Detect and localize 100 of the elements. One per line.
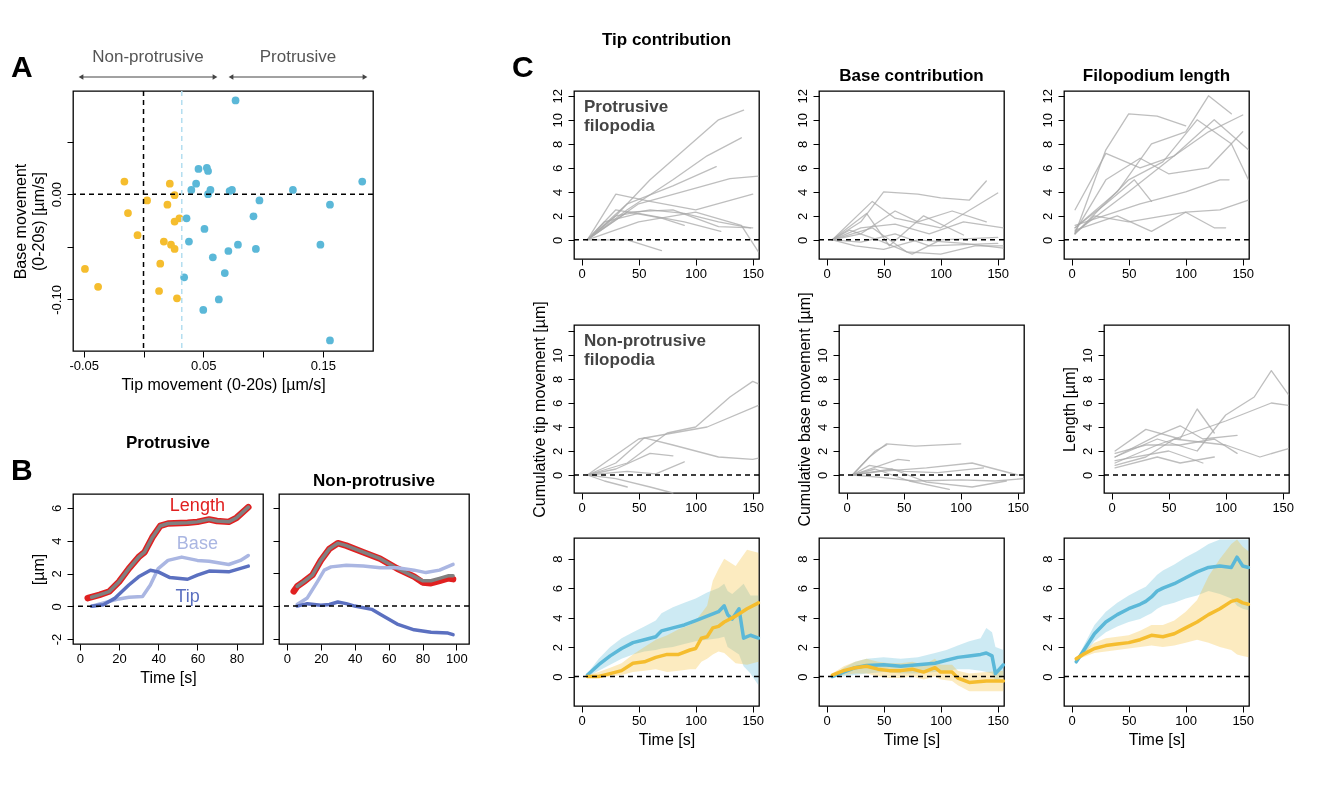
- x-tick-label: 150: [987, 265, 1010, 281]
- x-tick-label: 60: [381, 650, 397, 666]
- x-tick-label: 40: [348, 650, 363, 666]
- y-tick-label: 6: [1079, 399, 1095, 408]
- series-label: Base: [176, 533, 218, 554]
- y-tick-label: 0: [794, 673, 810, 681]
- y-tick-label: 6: [814, 399, 830, 408]
- y-axis-title: Cumulative tip movement [µm]: [530, 301, 548, 518]
- y-tick-label: 8: [549, 140, 565, 148]
- y-axis-title: Base movement (0-20s) [µm/s]: [11, 163, 47, 280]
- x-tick-label: 40: [151, 650, 166, 666]
- y-tick-label: 2: [1039, 212, 1055, 220]
- x-tick-label: 150: [742, 499, 765, 515]
- y-tick-label: -2: [48, 633, 64, 646]
- y-tick-label: 0: [48, 603, 64, 611]
- x-tick-label: 50: [876, 265, 892, 281]
- x-tick-label: 80: [415, 650, 431, 666]
- y-tick-label: 10: [794, 113, 810, 128]
- annotation: Protrusive filopodia: [584, 97, 669, 135]
- x-tick-label: 50: [1121, 265, 1137, 281]
- y-tick-label: 6: [1039, 164, 1055, 172]
- y-axis-title: [µm]: [29, 553, 47, 586]
- y-tick-label: 12: [1039, 89, 1055, 104]
- y-tick-label: 4: [549, 614, 565, 622]
- x-tick-label: 50: [631, 712, 647, 728]
- x-tick-label: 80: [229, 650, 245, 666]
- x-tick-label: 50: [896, 499, 912, 515]
- x-axis-title: Time [s]: [883, 730, 941, 748]
- text: B: [11, 453, 33, 486]
- x-tick-label: 150: [742, 712, 765, 728]
- x-tick-label: 0.05: [191, 357, 217, 373]
- x-tick-label: 100: [685, 712, 708, 728]
- y-tick-label: 4: [48, 537, 64, 545]
- y-tick-label: 4: [1039, 188, 1055, 196]
- y-tick-label: 10: [1039, 113, 1055, 128]
- x-axis-title: Time [s]: [1128, 730, 1186, 748]
- y-tick-label: 0: [549, 236, 565, 244]
- y-tick-label: 4: [1039, 614, 1055, 622]
- x-tick-label: 0: [1068, 712, 1076, 728]
- y-tick-label: 0: [1079, 471, 1095, 480]
- annotation: Non-protrusive filopodia: [584, 331, 706, 369]
- y-tick-label: 0: [549, 673, 565, 681]
- y-tick-label: 12: [549, 89, 565, 104]
- y-tick-label: 6: [48, 504, 64, 513]
- y-tick-label: 6: [1039, 584, 1055, 593]
- chart-title: Filopodium length: [1082, 65, 1231, 85]
- y-tick-label: 10: [549, 348, 565, 363]
- x-axis-title: Time [s]: [140, 668, 197, 686]
- x-tick-label: 0: [1068, 265, 1076, 281]
- x-tick-label: 0: [843, 499, 851, 515]
- x-tick-label: 150: [1272, 499, 1295, 515]
- y-tick-label: 0: [794, 236, 810, 244]
- x-tick-label: 50: [1161, 499, 1177, 515]
- x-tick-label: 0: [283, 650, 292, 666]
- y-axis-title: Cumulative base movement [µm]: [795, 292, 813, 527]
- y-tick-label: 6: [549, 399, 565, 408]
- y-tick-label: 0.00: [48, 182, 64, 208]
- chart-title: Non-protrusive: [313, 471, 435, 490]
- text: Non-protrusive: [92, 47, 204, 66]
- y-tick-label: 4: [814, 423, 830, 432]
- y-tick-label: 0: [1039, 673, 1055, 681]
- x-tick-label: 0: [1108, 499, 1116, 515]
- y-tick-label: 8: [814, 375, 830, 384]
- y-tick-label: 10: [814, 348, 830, 363]
- x-tick-label: 100: [446, 650, 468, 666]
- chart-title: Base contribution: [839, 65, 984, 85]
- y-tick-label: 2: [794, 212, 810, 220]
- y-tick-label: 10: [1079, 348, 1095, 363]
- y-tick-label: 4: [794, 614, 810, 622]
- y-tick-label: 2: [1079, 447, 1095, 456]
- series-label: Tip: [175, 586, 200, 607]
- x-tick-label: 0: [76, 650, 84, 666]
- x-tick-label: 100: [950, 499, 973, 515]
- x-tick-label: 150: [1007, 499, 1030, 515]
- y-tick-label: 6: [794, 584, 810, 593]
- y-tick-label: 2: [549, 212, 565, 220]
- text: C: [512, 50, 534, 83]
- x-tick-label: 0: [578, 265, 586, 281]
- x-tick-label: 100: [1175, 265, 1198, 281]
- y-tick-label: 2: [549, 447, 565, 456]
- y-tick-label: 8: [1079, 375, 1095, 384]
- y-tick-label: 4: [794, 188, 810, 196]
- text: A: [11, 50, 33, 83]
- chart-title: Tip contribution: [601, 30, 732, 49]
- y-tick-label: 12: [794, 89, 810, 104]
- x-tick-label: 50: [1121, 712, 1137, 728]
- x-tick-label: -0.05: [69, 357, 100, 373]
- x-tick-label: 100: [1175, 712, 1198, 728]
- y-tick-label: 4: [549, 423, 565, 432]
- x-tick-label: 100: [930, 712, 953, 728]
- x-tick-label: 0: [578, 712, 586, 728]
- x-tick-label: 0: [578, 499, 586, 515]
- x-tick-label: 20: [314, 650, 329, 666]
- x-tick-label: 50: [876, 712, 892, 728]
- x-tick-label: 150: [987, 712, 1010, 728]
- x-tick-label: 100: [1215, 499, 1238, 515]
- x-tick-label: 150: [742, 265, 765, 281]
- y-tick-label: 6: [549, 584, 565, 593]
- series-label: Length: [169, 494, 225, 515]
- y-tick-label: 2: [814, 447, 830, 456]
